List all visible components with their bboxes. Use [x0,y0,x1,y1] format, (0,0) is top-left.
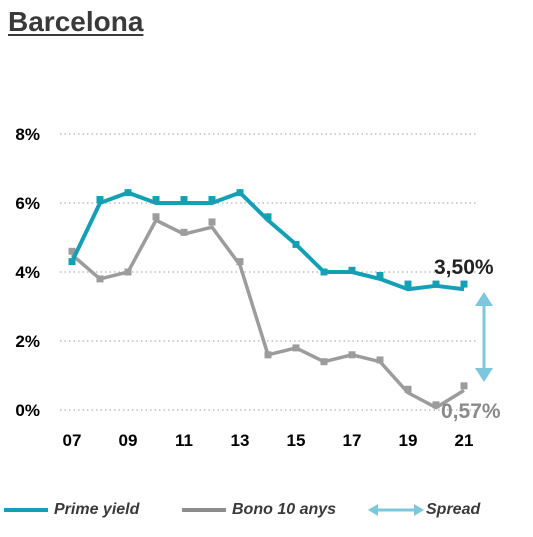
bono-point [376,356,384,364]
prime-point [68,258,76,266]
y-axis-ticks: 0% 2% 4% 6% 8% [15,125,40,420]
prime-point [124,189,132,197]
legend-swatch-prime [4,508,48,512]
prime-point [180,196,188,204]
bono-line [70,218,465,410]
x-tick-label: 19 [399,431,418,450]
spread-arrow-head-down [475,368,493,382]
legend-label-prime: Prime yield [54,501,140,518]
prime-point [96,196,104,204]
y-tick-label: 4% [15,263,40,282]
prime-point [432,280,440,288]
x-tick-label: 07 [63,431,82,450]
legend: Prime yield Bono 10 anys Spread [0,497,533,523]
y-tick-label: 6% [15,194,40,213]
bono-point [68,247,76,255]
legend-item-prime: Prime yield [4,497,139,523]
prime-point [320,268,328,276]
prime-point [208,196,216,204]
series-group [68,189,468,410]
y-tick-label: 8% [15,125,40,144]
prime-point [236,189,244,197]
line-chart: 0% 2% 4% 6% 8% 07 09 11 13 15 17 19 21 3,50% 0,57% [15,125,501,450]
bono-point [432,401,440,409]
x-tick-label: 15 [287,431,306,450]
prime-point [348,266,356,274]
bono-point [180,228,188,236]
legend-item-bono: Bono 10 anys [182,497,336,523]
x-tick-label: 11 [175,431,193,450]
bono-end-label: 0,57% [441,400,501,423]
bono-point [236,258,244,266]
chart-title: Barcelona [8,6,144,37]
legend-label-bono: Bono 10 anys [232,501,337,518]
bono-point [460,382,468,390]
bono-point [404,385,412,393]
prime-point [152,196,160,204]
bono-point [96,275,104,283]
spread-arrow-head-up [475,292,493,306]
bono-point [320,358,328,366]
y-tick-label: 0% [15,401,40,420]
x-tick-label: 17 [343,431,362,450]
y-tick-label: 2% [15,332,40,351]
prime-point [404,280,412,288]
bono-point [348,351,356,359]
spread-arrow [475,292,493,382]
legend-item-spread: Spread [368,497,480,523]
x-axis-ticks: 07 09 11 13 15 17 19 21 [63,431,474,450]
prime-point [460,280,468,288]
bono-point [152,213,160,221]
x-tick-label: 13 [231,431,250,450]
legend-swatch-bono [182,508,226,512]
bono-point [208,218,216,226]
bono-point [292,344,300,352]
prime-end-label: 3,50% [434,256,494,279]
bono-point [124,268,132,276]
x-tick-label: 09 [119,431,138,450]
prime-point [264,213,272,221]
prime-point [376,271,384,279]
x-tick-label: 21 [455,431,474,450]
prime-point [292,240,300,248]
bono-point [264,351,272,359]
legend-label-spread: Spread [426,501,481,518]
legend-swatch-spread [368,504,424,516]
